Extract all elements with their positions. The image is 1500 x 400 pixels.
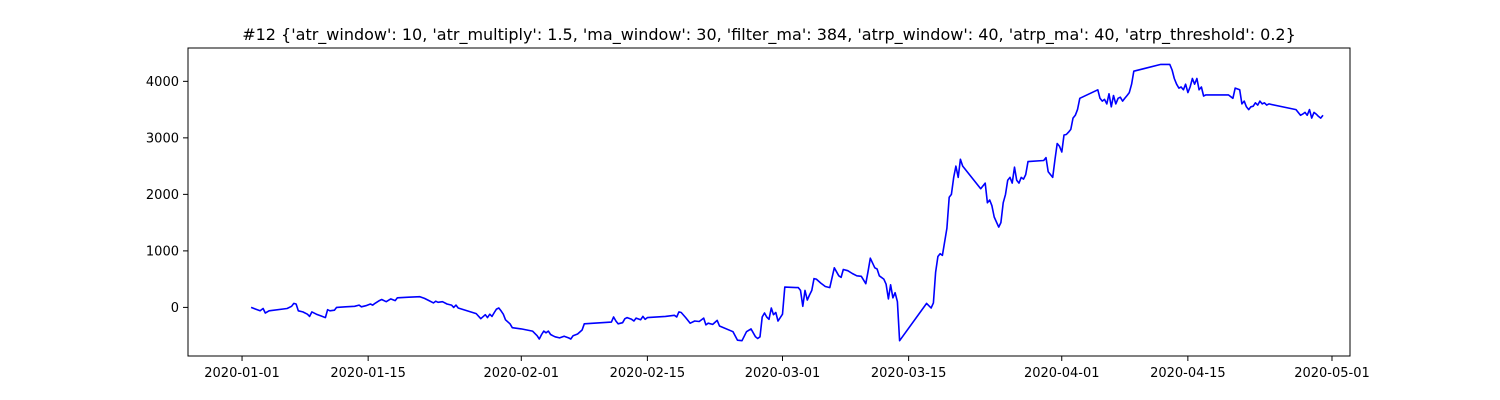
x-tick-label: 2020-02-15	[610, 366, 686, 381]
x-tick-label: 2020-01-01	[204, 366, 280, 381]
x-tick-label: 2020-04-01	[1024, 366, 1100, 381]
y-tick-label: 1000	[146, 244, 179, 259]
x-tick-label: 2020-03-15	[871, 366, 947, 381]
y-tick-label: 2000	[146, 188, 179, 203]
plot-frame	[187, 47, 1351, 357]
series-line	[250, 63, 1324, 342]
y-axis: 0 1000 2000 3000 4000	[146, 75, 188, 316]
y-tick-label: 0	[171, 301, 179, 316]
plot-area	[187, 47, 1351, 357]
y-tick-label: 4000	[146, 75, 179, 90]
x-tick-label: 2020-02-01	[484, 366, 560, 381]
x-tick-label: 2020-03-01	[745, 366, 821, 381]
y-tick-label: 3000	[146, 131, 179, 146]
x-tick-label: 2020-05-01	[1294, 366, 1370, 381]
x-tick-label: 2020-04-15	[1150, 366, 1226, 381]
x-tick-label: 2020-01-15	[330, 366, 406, 381]
x-axis: 2020-01-01 2020-01-15 2020-02-01 2020-02-15…	[204, 356, 1370, 381]
chart-title: #12 {'atr_window': 10, 'atr_multiply': 1…	[242, 25, 1296, 45]
